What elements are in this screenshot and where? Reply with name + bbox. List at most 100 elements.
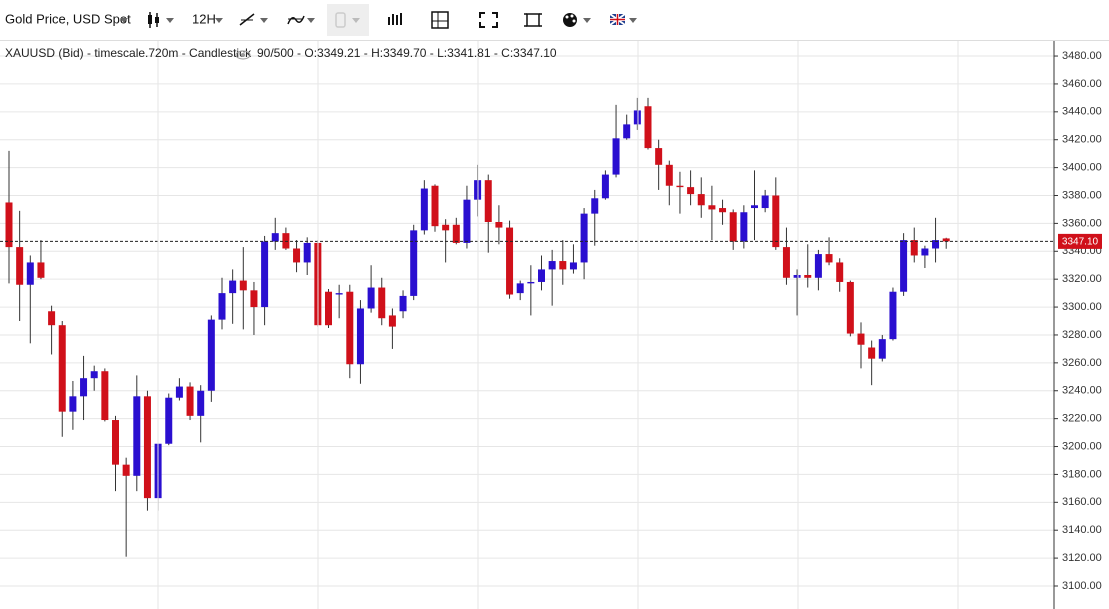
draw-line-button[interactable] xyxy=(239,13,268,26)
indicator-button[interactable] xyxy=(287,15,315,25)
candle-body xyxy=(900,240,908,292)
candle-body xyxy=(58,325,66,412)
candle-body xyxy=(772,195,780,248)
icon xyxy=(287,15,305,25)
candle-body xyxy=(889,291,897,340)
candle-body xyxy=(761,195,769,209)
icon xyxy=(396,15,398,25)
candle-body xyxy=(48,311,56,326)
dropdown-arrow xyxy=(307,18,315,23)
candle-body xyxy=(335,293,343,295)
dropdown-arrow xyxy=(629,18,637,23)
y-tick-label: 3200.00 xyxy=(1062,440,1102,452)
vertical-grid xyxy=(157,40,959,609)
disabled-button xyxy=(327,4,369,36)
candle-body xyxy=(708,205,716,210)
candle-body xyxy=(878,339,886,359)
candle-body xyxy=(751,205,758,209)
candle-body xyxy=(90,371,98,379)
candle-body xyxy=(367,287,375,309)
candle-body xyxy=(623,124,631,139)
candle-body xyxy=(516,283,524,294)
candle-body xyxy=(122,464,130,476)
candle-body xyxy=(729,212,737,242)
candle-body xyxy=(548,261,556,270)
y-tick-label: 3160.00 xyxy=(1062,496,1102,508)
y-tick-label: 3140.00 xyxy=(1062,524,1102,536)
icon xyxy=(572,19,576,23)
language-button[interactable] xyxy=(609,13,637,26)
candle-body xyxy=(218,293,226,320)
theme-button[interactable] xyxy=(563,13,591,27)
visibility-toggle[interactable] xyxy=(235,50,251,60)
candle-body xyxy=(69,396,77,412)
y-tick-label: 3360.00 xyxy=(1062,217,1102,229)
y-tick-label: 3400.00 xyxy=(1062,162,1102,174)
icon xyxy=(524,13,542,27)
dropdown-arrow[interactable] xyxy=(120,18,128,23)
dropdown-arrow xyxy=(260,18,268,23)
interval-selector[interactable]: 12H xyxy=(192,11,216,26)
icon xyxy=(570,14,574,18)
candle-body xyxy=(37,262,45,278)
candle-body xyxy=(175,386,183,398)
y-tick-label: 3120.00 xyxy=(1062,552,1102,564)
candle-body xyxy=(633,110,641,125)
candle-body xyxy=(325,291,332,326)
candle-body xyxy=(580,213,588,263)
candle-body xyxy=(538,269,545,282)
dropdown-arrow xyxy=(166,18,174,23)
icon xyxy=(335,12,346,28)
candle-body xyxy=(836,262,844,282)
candle-body xyxy=(697,194,705,206)
icon xyxy=(388,17,390,25)
candle-body xyxy=(356,308,364,365)
candle-body xyxy=(719,208,727,213)
candle-body xyxy=(239,280,247,291)
candle-body xyxy=(644,106,652,149)
candle-body xyxy=(250,290,258,308)
candle-body xyxy=(814,254,822,278)
candle-body xyxy=(186,386,194,416)
fullscreen-button[interactable] xyxy=(479,12,498,28)
candle-body xyxy=(868,347,876,359)
volume-button[interactable] xyxy=(388,13,402,25)
y-tick-label: 3280.00 xyxy=(1062,329,1102,341)
icon xyxy=(155,17,159,23)
flag xyxy=(610,14,625,25)
candle-body xyxy=(431,185,439,227)
candle-body xyxy=(197,390,205,416)
candle-body xyxy=(601,174,609,199)
layout-button[interactable] xyxy=(431,11,449,29)
icon xyxy=(148,15,152,24)
candle-body xyxy=(261,241,269,308)
eye-icon xyxy=(241,53,245,57)
candle-body xyxy=(804,274,812,278)
icon xyxy=(479,12,498,28)
candle-body xyxy=(825,254,833,263)
candle-body xyxy=(388,315,396,327)
candle-body xyxy=(5,202,13,248)
icon xyxy=(392,14,394,25)
candle-body xyxy=(506,227,514,295)
candle-body xyxy=(26,262,34,285)
y-tick-label: 3440.00 xyxy=(1062,106,1102,118)
toolbar xyxy=(0,0,1109,40)
candle-body xyxy=(527,281,535,284)
candle-body xyxy=(559,261,567,270)
dropdown-arrow xyxy=(352,18,360,23)
candle-body xyxy=(16,247,24,285)
candle-body xyxy=(857,333,865,345)
symbol-selector[interactable]: Gold Price, USD Spot xyxy=(5,11,131,26)
candle-body xyxy=(378,287,386,319)
candle-body xyxy=(165,397,173,444)
candle-body xyxy=(676,185,684,188)
candle-body xyxy=(612,138,620,175)
fit-button[interactable] xyxy=(524,13,542,27)
dropdown-arrow xyxy=(583,18,591,23)
y-tick-label: 3460.00 xyxy=(1062,78,1102,90)
chart-type-button[interactable] xyxy=(148,12,174,28)
dropdown-arrow[interactable] xyxy=(215,18,223,23)
candle-body xyxy=(420,188,428,231)
